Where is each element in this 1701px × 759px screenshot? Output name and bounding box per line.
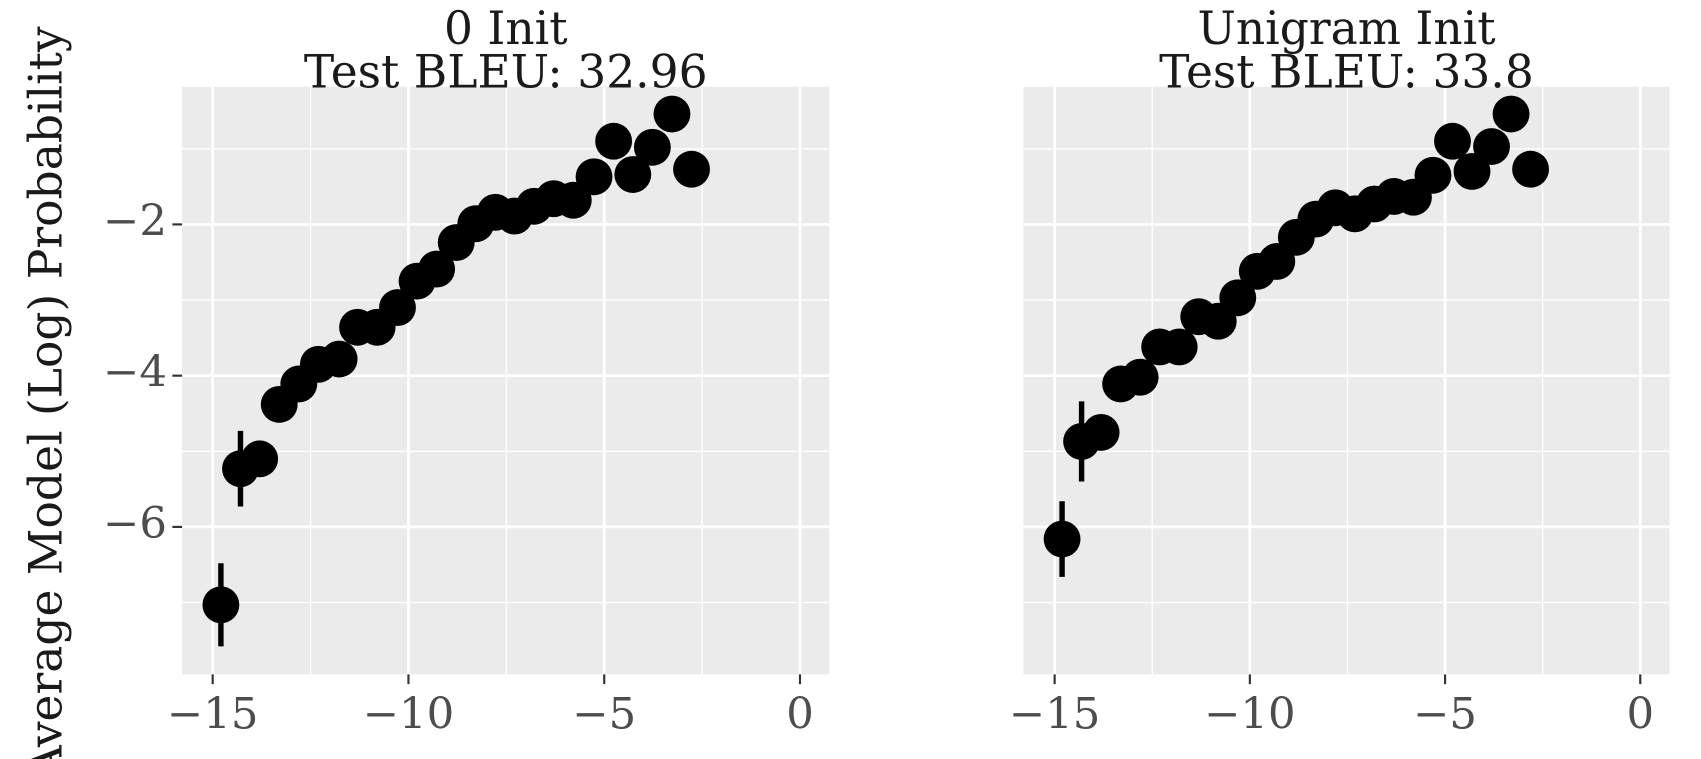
point [1492, 95, 1530, 133]
point [1160, 328, 1198, 366]
point [673, 150, 710, 188]
chart-title: Unigram Init [1197, 2, 1495, 55]
point [1414, 156, 1452, 194]
x-tick-label: −10 [363, 690, 455, 740]
x-tick-label: −15 [1009, 690, 1101, 740]
chart-subtitle: Test BLEU: 32.96 [304, 45, 708, 98]
chart-title: 0 Init [444, 2, 568, 55]
chart-subtitle: Test BLEU: 33.8 [1159, 45, 1534, 98]
point [241, 440, 279, 478]
x-tick-label: 0 [1626, 690, 1654, 740]
x-tick-label: −5 [1413, 690, 1477, 740]
y-tick-label: −4 [103, 348, 167, 398]
point [202, 586, 240, 624]
x-tick-label: −5 [572, 690, 636, 740]
point [1121, 358, 1159, 396]
point [418, 250, 456, 288]
x-tick-label: −10 [1204, 690, 1296, 740]
point [1043, 520, 1081, 558]
point [1219, 279, 1257, 317]
point [379, 289, 416, 327]
point [320, 340, 358, 378]
y-axis-label: Average Model (Log) Probability [19, 26, 72, 759]
point [1453, 153, 1491, 190]
point [653, 95, 691, 133]
point [1473, 128, 1510, 165]
x-tick-label: −15 [167, 690, 259, 740]
point [595, 122, 633, 160]
point [1434, 122, 1471, 160]
x-tick-label: 0 [786, 690, 814, 740]
y-tick-label: −2 [103, 196, 167, 246]
y-tick-label: −6 [103, 499, 167, 549]
point [1512, 150, 1550, 188]
point [614, 156, 652, 193]
point [1082, 413, 1120, 451]
point [575, 158, 613, 196]
point [633, 128, 671, 166]
